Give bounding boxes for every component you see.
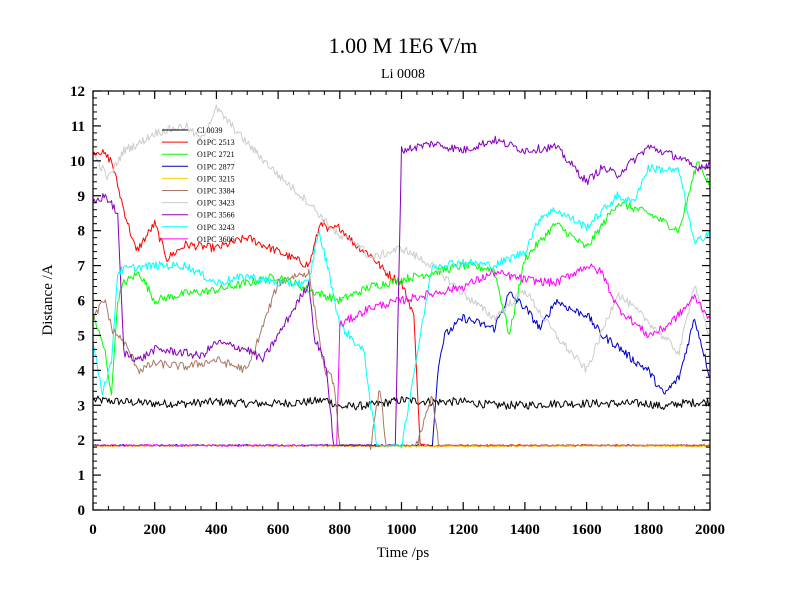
x-tick-label: 600 [267, 522, 290, 538]
x-tick-label: 2000 [695, 522, 725, 538]
x-tick-label: 800 [329, 522, 352, 538]
y-tick-label: 12 [70, 84, 85, 100]
series-line-o1pc-3606 [93, 263, 711, 447]
y-tick-label: 8 [78, 224, 86, 240]
x-tick-label: 1400 [510, 522, 540, 538]
y-axis-label: Distance /A [40, 264, 56, 335]
x-axis-label: Time /ps [377, 545, 430, 561]
legend-label: O1PC 2721 [197, 150, 235, 159]
y-tick-label: 6 [78, 294, 86, 310]
legend-label: Cl 0039 [197, 126, 223, 135]
legend-label: O1PC 3384 [197, 187, 235, 196]
y-tick-label: 3 [78, 398, 86, 414]
x-tick-label: 1200 [448, 522, 478, 538]
y-tick-label: 1 [78, 468, 86, 484]
series-line-o1pc-3566 [92, 135, 711, 447]
y-tick-label: 5 [78, 328, 86, 344]
x-tick-label: 400 [205, 522, 228, 538]
legend-label: O1PC 2513 [197, 138, 235, 147]
y-tick-label: 0 [78, 503, 86, 519]
legend-label: O1PC 2877 [197, 162, 235, 171]
y-tick-label: 10 [70, 154, 85, 170]
axes-layer: 0 200 400 600 800 1000 1200 1400 1600 1800 2000012… [70, 84, 725, 538]
legend-label: O1PC 3606 [197, 235, 235, 244]
series-line-o1pc-2721 [92, 161, 711, 396]
series-line-o1pc-3243 [92, 163, 711, 449]
series-layer [92, 104, 711, 450]
legend-label: O1PC 3243 [197, 223, 235, 232]
legend-label: O1PC 3215 [197, 174, 235, 183]
chart-title: 1.00 M 1E6 V/m [329, 33, 478, 58]
series-line-o1pc-2877 [92, 291, 711, 447]
y-tick-label: 2 [78, 433, 86, 449]
y-tick-label: 9 [78, 189, 86, 205]
x-tick-label: 1000 [387, 522, 417, 538]
legend-label: O1PC 3423 [197, 199, 235, 208]
chart-subtitle: Li 0008 [381, 67, 425, 82]
y-tick-label: 4 [78, 363, 86, 379]
legend-label: O1PC 3566 [197, 211, 235, 220]
legend: Cl 0039 O1PC 2513 O1PC 2721 O1PC 2877 O1PC 3… [162, 126, 235, 244]
y-tick-label: 7 [78, 259, 86, 275]
x-tick-label: 1800 [633, 522, 663, 538]
x-tick-label: 200 [143, 522, 166, 538]
x-tick-label: 1600 [572, 522, 602, 538]
series-line-cl-0039 [92, 395, 711, 411]
x-tick-label: 0 [89, 522, 97, 538]
y-tick-label: 11 [71, 119, 85, 135]
